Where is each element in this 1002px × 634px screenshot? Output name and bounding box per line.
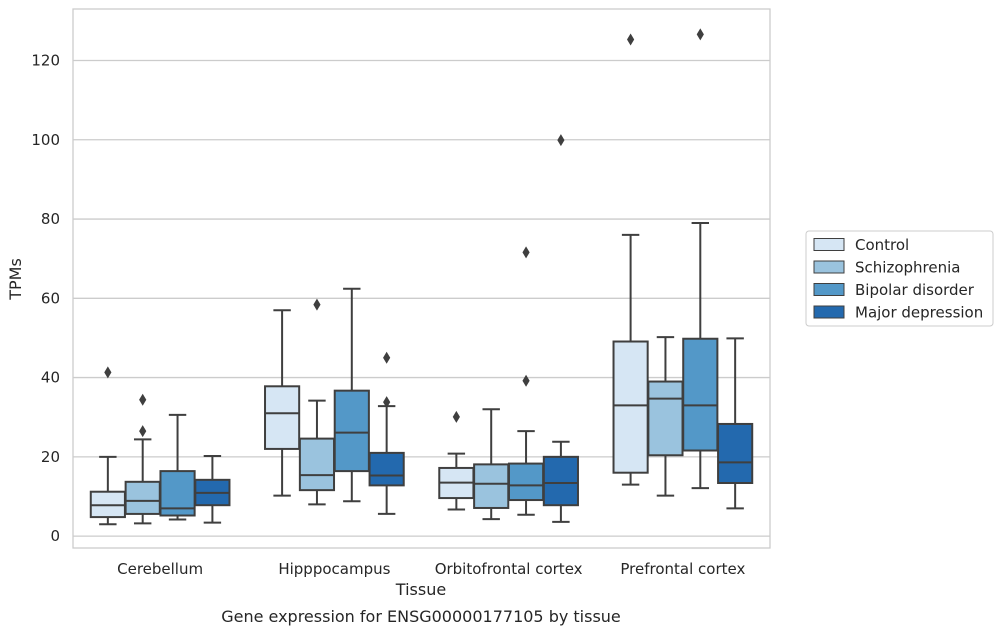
outlier-point [104,366,112,379]
outlier-point [452,410,460,423]
legend-frame [805,230,994,327]
legend-entry: Major depression [855,304,983,322]
x-tick-label: Prefrontal cortex [620,560,745,578]
box-group [682,28,719,490]
legend-swatch [813,305,845,319]
y-tick-label: 120 [31,52,60,70]
y-tick-labels: 0 20 40 60 80 100 120 [31,52,60,546]
outlier-point [139,393,147,406]
y-axis-label: TPMs [6,258,25,301]
box-group [717,337,754,510]
y-tick-label: 0 [50,527,60,545]
outlier-point [313,298,321,311]
legend-swatch [813,283,845,296]
box-group [264,309,301,497]
box-group [507,246,545,516]
legend-swatch [813,238,845,251]
box [717,422,754,485]
x-tick-label: Orbitofrontal cortex [435,560,583,578]
box-group [368,351,405,515]
outlier-point [522,374,530,387]
x-tick-labels: Cerebellum Hipppocampus Orbitofrontal cort… [117,560,745,578]
box [647,380,684,457]
legend-entry: Schizophrenia [855,259,960,277]
box-group [333,287,370,503]
x-tick-label: Hipppocampus [278,560,390,578]
box [333,389,370,473]
box [473,463,510,509]
outlier-point [627,33,635,46]
box-groups [89,28,754,526]
outlier-point [522,246,530,259]
box-group [473,408,510,521]
legend: Control Schizophrenia Bipolar disorder Majo… [805,230,994,327]
box-group [159,413,196,521]
outlier-point [557,134,565,147]
box [368,451,405,487]
outlier-point [696,28,704,41]
y-tick-label: 80 [41,210,60,228]
box-group [124,393,161,525]
box [542,455,579,507]
chart-caption: Gene expression for ENSG00000177105 by t… [221,607,621,626]
outlier-point [383,351,391,364]
plot-frame [72,8,771,549]
legend-entry: Control [855,236,909,254]
y-tick-label: 100 [31,131,60,149]
legend-entry: Bipolar disorder [855,281,975,299]
y-tick-label: 20 [41,448,60,466]
legend-swatch [813,260,845,274]
box-group [647,336,684,497]
x-tick-label: Cerebellum [117,560,203,578]
gridlines [73,59,770,537]
box-group [612,33,649,486]
outlier-point [383,396,391,409]
x-axis-label: Tissue [395,580,446,599]
box [298,437,336,492]
box-group [298,298,336,506]
box [264,385,301,450]
box [682,337,719,452]
y-tick-label: 60 [41,289,60,307]
plot-background [73,9,770,548]
box [124,480,161,515]
y-tick-label: 40 [41,369,60,387]
box [612,340,649,474]
box-group [194,455,231,524]
outlier-point [139,425,147,438]
box-group [542,134,579,523]
box [507,462,545,502]
